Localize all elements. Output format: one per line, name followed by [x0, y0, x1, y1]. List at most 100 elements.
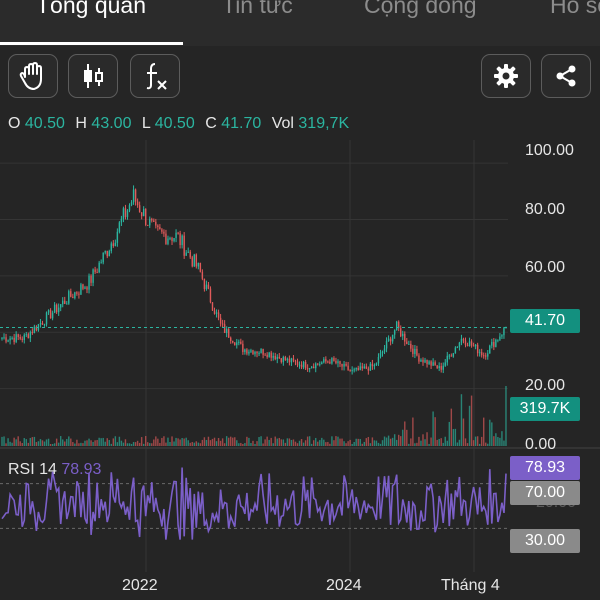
share-button[interactable]: [541, 54, 591, 98]
candle: [476, 344, 479, 354]
volume-bar: [104, 441, 106, 446]
candle: [90, 275, 92, 283]
tab-overview[interactable]: Tổng quan: [36, 0, 146, 18]
volume-bar: [76, 439, 78, 446]
settings-button[interactable]: [481, 54, 531, 98]
candle: [444, 362, 446, 366]
volume-bar: [306, 436, 309, 446]
volume-bar: [418, 436, 420, 446]
gear-icon: [494, 64, 518, 88]
volume-bar: [280, 439, 283, 446]
candle: [59, 304, 62, 308]
last-price-tag: 41.70: [510, 309, 580, 333]
candle: [485, 355, 487, 357]
candle: [163, 231, 165, 234]
candle: [47, 310, 50, 313]
volume-bar: [27, 442, 30, 446]
candle: [446, 355, 448, 363]
volume-bar: [472, 440, 475, 446]
volume-bar: [438, 438, 440, 446]
tab-news[interactable]: Tin tức: [222, 0, 293, 18]
chart-type-button[interactable]: [68, 54, 118, 98]
volume-bar: [29, 437, 32, 446]
candle: [385, 340, 388, 349]
tab-bar: Tổng quan Tin tức Cộng đồng Hồ sơ: [0, 0, 600, 46]
volume-bar: [84, 440, 86, 446]
candle: [262, 349, 264, 355]
volume-bar: [124, 439, 127, 446]
candle: [315, 363, 317, 369]
volume-bar: [187, 440, 189, 446]
volume-bar: [430, 437, 432, 446]
open-value: 40.50: [24, 115, 65, 132]
candle: [165, 233, 167, 244]
candle: [270, 352, 272, 358]
candle: [440, 366, 442, 370]
volume-bar: [351, 443, 353, 446]
candle: [57, 307, 60, 313]
chart-toolbar: [0, 46, 600, 108]
volume-bar: [169, 442, 171, 446]
candle: [280, 358, 283, 363]
volume-bar: [163, 436, 165, 446]
volume-bar: [323, 439, 325, 446]
volume-bar: [238, 443, 240, 446]
volume-bar: [88, 438, 90, 446]
candle: [21, 338, 23, 340]
price-chart[interactable]: [0, 140, 600, 572]
volume-bar: [173, 441, 175, 446]
candle: [499, 336, 501, 340]
candle: [223, 324, 226, 334]
volume-bar: [70, 438, 72, 446]
tab-community[interactable]: Cộng đồng: [364, 0, 477, 18]
candle: [118, 222, 121, 232]
candle: [387, 338, 390, 341]
candle: [136, 201, 139, 206]
function-icon: [146, 63, 167, 90]
candle: [179, 233, 181, 246]
volume-bar: [414, 443, 416, 446]
candle: [345, 364, 347, 366]
volume-bar: [39, 439, 42, 446]
volume-bar: [225, 436, 228, 446]
volume-bar: [252, 440, 254, 446]
candle: [236, 342, 238, 346]
candle: [302, 361, 305, 368]
volume-bar: [428, 443, 430, 446]
volume-bar: [434, 417, 436, 446]
candle: [175, 232, 177, 238]
candle: [410, 343, 412, 349]
volume-bar: [495, 433, 497, 446]
candle: [100, 262, 102, 264]
candle: [371, 363, 374, 367]
candle: [254, 351, 256, 355]
volume-bar: [377, 442, 380, 446]
volume-bar: [383, 436, 386, 446]
volume-bar: [86, 440, 88, 446]
candle: [173, 237, 175, 242]
volume-bar: [138, 442, 141, 446]
rsi-value: 78.93: [61, 461, 102, 478]
candle: [284, 357, 287, 361]
x-axis-label: 2024: [326, 577, 362, 594]
volume-bar: [23, 438, 25, 446]
candle: [70, 291, 72, 297]
volume-bar: [223, 443, 226, 446]
candle: [375, 363, 378, 366]
volume-bar: [315, 437, 317, 446]
indicators-button[interactable]: [130, 54, 180, 98]
volume-bar: [106, 438, 108, 446]
close-value: 41.70: [221, 115, 262, 132]
pan-tool-button[interactable]: [8, 54, 58, 98]
volume-bar: [292, 439, 295, 446]
tab-profile[interactable]: Hồ sơ: [550, 0, 600, 18]
candle: [363, 366, 366, 369]
volume-bar: [51, 443, 54, 446]
volume-bar: [288, 438, 291, 446]
candle: [147, 224, 149, 226]
volume-bar: [191, 442, 193, 446]
volume-bar: [197, 442, 200, 446]
candle: [450, 355, 453, 357]
candle: [7, 340, 9, 342]
candle: [189, 251, 191, 258]
